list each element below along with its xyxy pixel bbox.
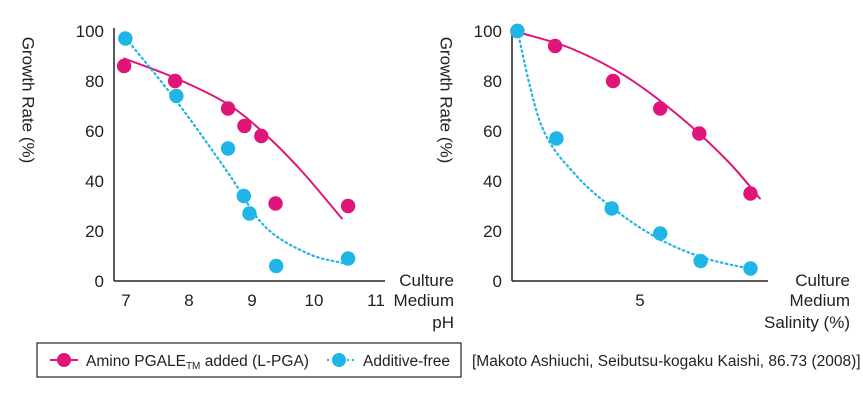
- data-point-l-pga: [340, 198, 356, 214]
- data-point-additive-free: [242, 206, 257, 221]
- data-point-l-pga: [605, 73, 621, 89]
- trend-lines: [516, 29, 761, 270]
- data-point-l-pga: [167, 73, 183, 89]
- data-point-l-pga: [743, 186, 758, 201]
- legend: Amino PGALETM added (L-PGA) Additive-fre…: [36, 342, 462, 378]
- data-point-additive-free: [236, 188, 252, 204]
- x-tick-label: 5: [635, 291, 644, 310]
- data-points: [510, 23, 758, 276]
- legend-label-additive-free: Additive-free: [363, 353, 450, 370]
- x-axis-label-line-1: Culture: [399, 271, 454, 290]
- data-point-additive-free: [510, 23, 525, 39]
- chart-ph: Growth Rate (%) 0 20 40 60 80 100 7 8 9 10 11 Cul…: [19, 22, 454, 332]
- x-ticks: 7 8 9 10 11: [121, 291, 385, 310]
- y-tick-label: 20: [85, 222, 104, 241]
- data-point-additive-free: [340, 251, 356, 266]
- y-tick-label: 100: [474, 22, 502, 41]
- trend-line-additive-free: [516, 29, 751, 270]
- y-ticks: 0 20 40 60 80 100: [76, 22, 104, 291]
- data-point-l-pga: [268, 196, 283, 211]
- y-tick-label: 60: [483, 122, 502, 141]
- data-point-additive-free: [549, 131, 564, 146]
- y-tick-label: 80: [85, 72, 104, 91]
- data-point-additive-free: [220, 141, 236, 156]
- x-ticks: 5: [635, 291, 644, 310]
- y-tick-label: 40: [483, 172, 502, 191]
- y-tick-label: 80: [483, 72, 502, 91]
- citation: [Makoto Ashiuchi, Seibutsu-kogaku Kaishi…: [472, 353, 861, 370]
- data-point-l-pga: [116, 58, 132, 74]
- y-tick-label: 0: [493, 272, 502, 291]
- x-axis-label-line-3: Salinity (%): [764, 313, 850, 332]
- x-axis-label-line-2: Medium: [790, 291, 850, 310]
- data-point-additive-free: [604, 201, 619, 216]
- trend-line-l-pga: [123, 57, 343, 220]
- y-tick-label: 20: [483, 222, 502, 241]
- legend-box: [36, 342, 462, 378]
- data-point-l-pga: [220, 101, 236, 116]
- data-point-additive-free: [169, 88, 184, 104]
- data-points: [116, 31, 356, 274]
- legend-label-l-pga: Amino PGALETM added (L-PGA): [86, 353, 309, 372]
- y-axis-label: Growth Rate (%): [437, 37, 456, 164]
- x-axis-label-line-1: Culture: [795, 271, 850, 290]
- data-point-additive-free: [268, 258, 284, 274]
- x-axis-label-line-3: pH: [432, 313, 454, 332]
- trend-line-l-pga: [521, 32, 761, 200]
- data-point-additive-free: [693, 253, 708, 269]
- x-tick-label: 8: [184, 291, 193, 310]
- data-point-l-pga: [653, 101, 668, 116]
- x-axis-label-line-2: Medium: [394, 291, 454, 310]
- legend-marker-additive-free: [332, 353, 346, 367]
- data-point-additive-free: [118, 31, 133, 46]
- data-point-l-pga: [254, 128, 269, 144]
- data-point-l-pga: [547, 38, 563, 54]
- chart-salinity: Growth Rate (%) 0 20 40 60 80 100 5 Culture M…: [437, 22, 850, 332]
- data-point-additive-free: [653, 226, 668, 241]
- y-tick-label: 0: [95, 272, 104, 291]
- y-ticks: 0 20 40 60 80 100: [474, 22, 502, 291]
- x-tick-label: 7: [121, 291, 130, 310]
- data-point-additive-free: [743, 261, 758, 276]
- x-tick-label: 10: [305, 291, 324, 310]
- legend-item-l-pga: Amino PGALETM added (L-PGA): [50, 353, 309, 372]
- x-tick-label: 9: [247, 291, 256, 310]
- x-tick-label: 11: [367, 291, 385, 310]
- y-tick-label: 40: [85, 172, 104, 191]
- y-tick-label: 100: [76, 22, 104, 41]
- data-point-l-pga: [237, 118, 252, 134]
- legend-marker-l-pga: [57, 353, 71, 367]
- y-tick-label: 60: [85, 122, 104, 141]
- data-point-l-pga: [692, 126, 707, 141]
- legend-item-additive-free: Additive-free: [327, 353, 450, 370]
- y-axis-label: Growth Rate (%): [19, 37, 38, 164]
